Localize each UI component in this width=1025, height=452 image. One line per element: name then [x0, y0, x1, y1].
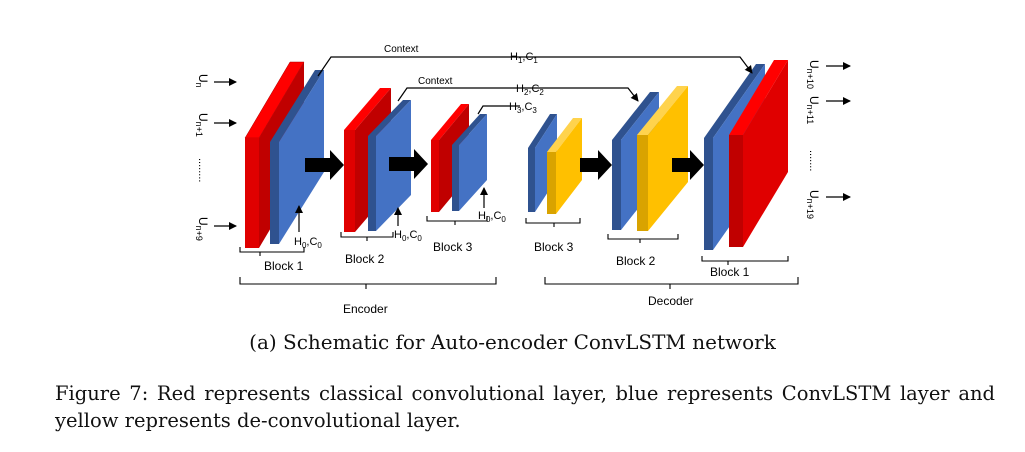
flow-arrow	[672, 150, 704, 180]
input-arrows	[214, 78, 237, 230]
decoder-block-3	[528, 114, 582, 214]
output-arrows	[826, 62, 851, 201]
input-label-un9: Un+9	[194, 217, 210, 241]
deconv-layer	[637, 86, 688, 231]
flow-arrow	[389, 149, 428, 179]
init-state-label-1: H0,C0	[294, 236, 322, 250]
input-label-un: Un	[194, 74, 210, 88]
input-label-un1: Un+1	[194, 113, 210, 137]
context-label-2: Context	[418, 76, 453, 87]
encoder-block-3-label: Block 3	[433, 240, 473, 254]
convlstm-layer	[452, 114, 487, 211]
init-state-label-2: H0,C0	[394, 229, 422, 243]
decoder-block-1	[704, 60, 788, 250]
decoder-label: Decoder	[648, 294, 693, 308]
decoder-block-2-label: Block 2	[616, 254, 656, 268]
input-ellipsis: ........	[196, 158, 208, 182]
output-label-un19: Un+19	[805, 190, 821, 219]
state-label-h1c1: H1,C1	[510, 51, 538, 65]
output-labels: Un+10 Un+11 ....... Un+19	[805, 60, 821, 219]
init-state-label-3: H0,C0	[478, 210, 506, 224]
input-labels: Un Un+1 ........ Un+9	[194, 74, 210, 241]
encoder-block-1	[244, 61, 324, 248]
encoder-block-3	[431, 104, 487, 212]
decoder-block-1-label: Block 1	[710, 265, 750, 279]
block-braces	[239, 216, 789, 265]
flow-arrow	[580, 150, 612, 180]
convlstm-layer	[528, 114, 557, 212]
context-line-3	[477, 105, 520, 115]
encoder-label: Encoder	[343, 302, 388, 316]
output-ellipsis: .......	[807, 150, 819, 171]
state-label-h2c2: H2,C2	[516, 83, 544, 97]
context-line-2	[397, 87, 639, 102]
context-line-1	[317, 56, 753, 77]
output-label-un11: Un+11	[805, 96, 821, 124]
context-label-1: Context	[384, 44, 419, 55]
deconv-layer	[547, 118, 582, 214]
convlstm-layer	[270, 70, 324, 244]
group-braces	[239, 277, 799, 289]
figure-caption: Figure 7: Red represents classical convo…	[55, 382, 995, 432]
state-label-h3c3: H3,C3	[509, 101, 537, 115]
encoder-block-1-label: Block 1	[264, 259, 304, 273]
subfigure-caption: (a) Schematic for Auto-encoder ConvLSTM …	[249, 330, 776, 354]
initial-state-arrows	[295, 187, 488, 232]
output-label-un10: Un+10	[805, 60, 821, 89]
flow-arrow	[305, 150, 344, 180]
context-connections	[317, 56, 753, 115]
decoder-block-2	[612, 86, 688, 231]
conv-layer	[729, 60, 788, 247]
decoder-block-3-label: Block 3	[534, 240, 574, 254]
encoder-block-2-label: Block 2	[345, 252, 385, 266]
